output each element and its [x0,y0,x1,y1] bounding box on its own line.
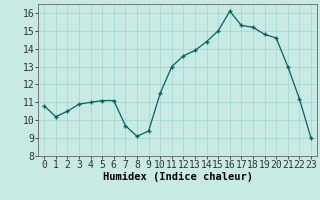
X-axis label: Humidex (Indice chaleur): Humidex (Indice chaleur) [103,172,252,182]
